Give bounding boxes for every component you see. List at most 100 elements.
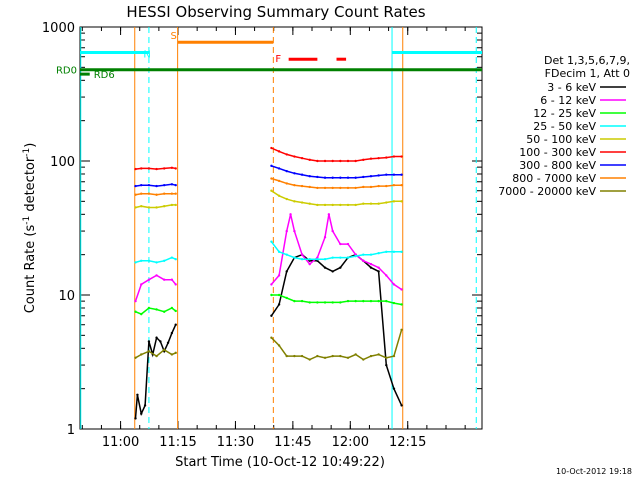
data-point: [354, 159, 357, 163]
data-point: [285, 182, 288, 185]
data-point: [277, 303, 281, 306]
data-point: [270, 336, 273, 339]
data-point: [147, 206, 151, 209]
data-point: [346, 299, 350, 303]
data-point: [331, 301, 334, 304]
data-point: [134, 184, 137, 188]
data-point: [277, 274, 281, 277]
data-point: [331, 159, 334, 163]
footer-timestamp: 10-Oct-2012 19:18: [556, 467, 632, 476]
data-point: [174, 183, 177, 187]
data-point: [174, 203, 177, 207]
data-point: [339, 186, 342, 190]
data-point: [155, 274, 158, 277]
data-point: [377, 184, 380, 188]
data-point: [377, 174, 380, 177]
data-point: [293, 155, 296, 158]
data-point: [346, 356, 350, 359]
data-point: [134, 299, 137, 303]
data-point: [392, 354, 396, 358]
data-point: [339, 203, 342, 207]
data-point: [308, 185, 311, 189]
data-point: [270, 240, 273, 243]
data-point: [362, 202, 365, 205]
data-point: [134, 206, 137, 209]
data-point: [270, 189, 273, 192]
legend-label: 800 - 7000 keV: [512, 172, 596, 185]
data-point: [392, 250, 396, 254]
data-point: [134, 356, 137, 359]
data-point: [285, 169, 288, 173]
data-point: [140, 412, 143, 415]
data-point: [170, 192, 174, 195]
data-point: [170, 183, 174, 186]
data-point: [346, 176, 350, 179]
data-point: [369, 157, 373, 160]
data-point: [308, 262, 311, 266]
x-axis-label: Start Time (10-Oct-12 10:49:22): [175, 455, 385, 470]
series-line: [270, 190, 402, 206]
chart-title: HESSI Observing Summary Count Rates: [126, 3, 425, 21]
data-point: [170, 353, 174, 356]
data-point: [140, 259, 143, 262]
series-line: [271, 165, 402, 179]
data-point: [369, 354, 373, 358]
data-point: [174, 309, 177, 313]
legend-label: 50 - 100 keV: [526, 133, 596, 146]
data-point: [323, 235, 327, 239]
data-point: [400, 250, 403, 254]
data-point: [385, 356, 388, 359]
data-point: [140, 183, 143, 187]
data-point: [339, 256, 342, 259]
data-point: [331, 229, 334, 233]
data-point: [293, 172, 296, 175]
data-point: [155, 167, 158, 171]
series-line: [271, 147, 402, 162]
legend-label: 25 - 50 keV: [533, 120, 596, 133]
data-point: [300, 173, 304, 176]
data-point: [339, 301, 342, 304]
data-point: [174, 351, 177, 355]
data-point: [331, 203, 334, 207]
series-line: [271, 177, 402, 189]
plot-area: 11:00 11:15 11:30 11:45 12:00 12:15 1 10 100 1000…: [42, 21, 483, 450]
data-point: [163, 183, 166, 187]
data-point: [323, 301, 327, 304]
data-point: [377, 156, 380, 160]
data-point: [285, 229, 288, 233]
data-point: [277, 194, 281, 197]
data-point: [174, 167, 177, 170]
night-flag-label: N: [143, 50, 150, 61]
x-tick-label: 11:00: [102, 435, 139, 450]
data-point: [293, 299, 296, 303]
data-point: [400, 328, 403, 331]
data-point: [346, 256, 350, 259]
data-point: [369, 202, 373, 205]
x-tick-label: 11:45: [274, 435, 311, 450]
data-point: [293, 256, 296, 259]
data-point: [174, 192, 177, 195]
data-point: [385, 201, 388, 204]
data-point: [293, 200, 296, 203]
series-line: [270, 214, 403, 291]
y-tick-label: 1000: [42, 21, 75, 36]
legend-label: 6 - 12 keV: [540, 94, 596, 107]
x-tick-label: 11:15: [159, 435, 196, 450]
data-point: [277, 250, 281, 254]
data-point: [316, 354, 319, 358]
data-point: [155, 354, 158, 358]
data-point: [323, 186, 327, 190]
data-point: [362, 185, 365, 189]
data-point: [270, 283, 273, 286]
data-point: [270, 293, 273, 297]
data-point: [140, 192, 143, 195]
data-point: [392, 387, 396, 390]
data-point: [377, 202, 380, 205]
data-point: [316, 301, 319, 304]
data-point: [293, 183, 296, 187]
data-point: [163, 259, 166, 262]
data-point: [163, 192, 166, 195]
data-point: [346, 186, 350, 190]
data-point: [327, 213, 331, 216]
